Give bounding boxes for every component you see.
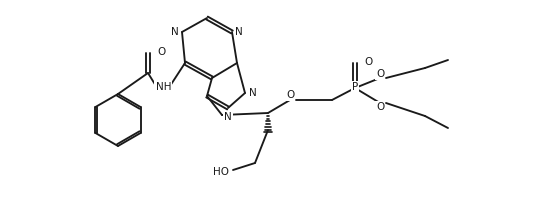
- Text: N: N: [171, 27, 179, 37]
- Text: O: O: [376, 69, 384, 79]
- Text: NH: NH: [156, 82, 171, 92]
- Text: HO: HO: [213, 167, 229, 177]
- Text: O: O: [376, 102, 384, 112]
- Text: P: P: [352, 82, 358, 92]
- Text: N: N: [235, 27, 243, 37]
- Text: O: O: [364, 57, 372, 67]
- Text: N: N: [249, 88, 257, 98]
- Text: O: O: [157, 47, 165, 57]
- Text: N: N: [224, 112, 232, 122]
- Text: O: O: [286, 90, 294, 100]
